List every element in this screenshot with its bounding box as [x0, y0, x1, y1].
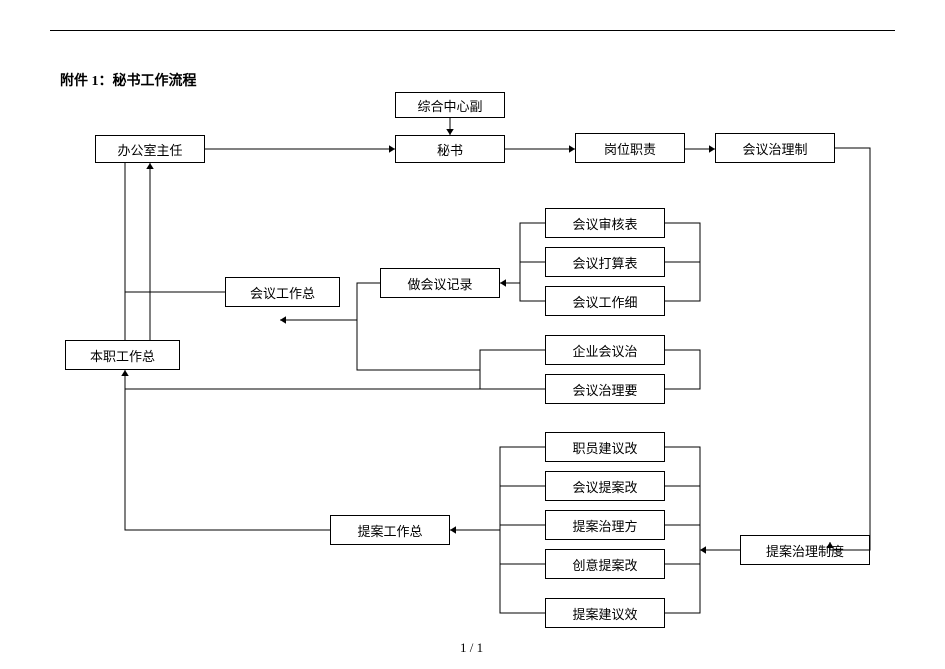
node-make-minutes: 做会议记录	[380, 268, 500, 298]
node-proposal-summary: 提案工作总	[330, 515, 450, 545]
node-proposal-method: 提案治理方	[545, 510, 665, 540]
node-meeting-summary: 会议工作总	[225, 277, 340, 307]
horizontal-rule	[50, 30, 895, 31]
page-title: 附件 1：秘书工作流程	[60, 70, 197, 90]
node-office-director: 办公室主任	[95, 135, 205, 163]
node-secretary: 秘书	[395, 135, 505, 163]
node-meeting-review: 会议审核表	[545, 208, 665, 238]
node-proposal-effect: 提案建议效	[545, 598, 665, 628]
node-staff-suggest: 职员建议改	[545, 432, 665, 462]
node-deputy-center: 综合中心副	[395, 92, 505, 118]
node-enterprise-mtg: 企业会议治	[545, 335, 665, 365]
node-creative-proposal: 创意提案改	[545, 549, 665, 579]
node-meeting-group: 会议工作细	[545, 286, 665, 316]
node-meeting-budget: 会议打算表	[545, 247, 665, 277]
node-proposal-system: 提案治理制度	[740, 535, 870, 565]
node-meeting-system: 会议治理制	[715, 133, 835, 163]
page-footer: 1 / 1	[460, 640, 483, 656]
node-job-duties: 岗位职责	[575, 133, 685, 163]
node-own-work-summary: 本职工作总	[65, 340, 180, 370]
node-meeting-proposal: 会议提案改	[545, 471, 665, 501]
node-meeting-reqs: 会议治理要	[545, 374, 665, 404]
